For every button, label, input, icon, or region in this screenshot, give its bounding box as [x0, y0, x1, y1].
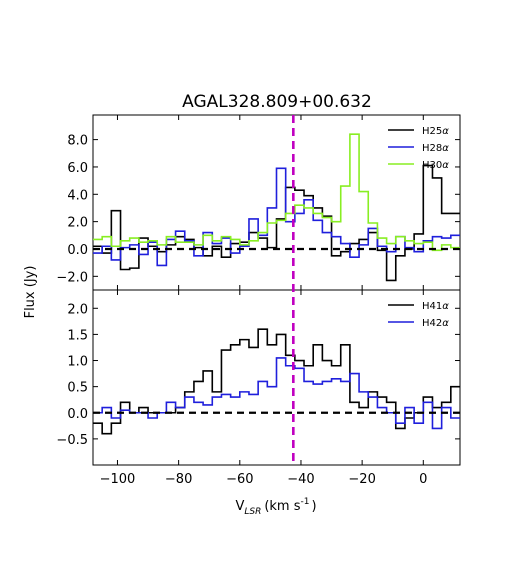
y-axis-label: Flux (Jy) [23, 266, 38, 319]
y-tick-label-top: −2.0 [56, 270, 88, 285]
series-line-top-2 [93, 167, 460, 267]
x-tick-label: −40 [287, 472, 314, 487]
y-tick-label-bottom: 2.0 [67, 302, 88, 317]
legend-label-top-2: H28α [422, 143, 449, 154]
axes-layer: −2.0 0.0 2.0 4.0 6.0 8.0 −0.5 0.0 0.5 1.0 1.5 2.0 −1… [56, 115, 460, 487]
legend-label-top-1: H25α [422, 126, 449, 137]
y-tick-label-top: 6.0 [67, 161, 88, 176]
y-tick-label-top: 0.0 [67, 243, 88, 258]
series-layer [93, 133, 460, 435]
overlay-layer [93, 115, 460, 465]
x-axis-label-close: ) [311, 499, 316, 514]
x-tick-label: −20 [348, 472, 375, 487]
y-tick-label-bottom: 1.0 [67, 355, 88, 370]
x-axis-label-sup: -1 [301, 497, 310, 507]
legend-layer: H25α H28α H30α H41α H42α [388, 126, 449, 329]
y-tick-label-bottom: 1.5 [67, 328, 88, 343]
y-tick-label-top: 8.0 [67, 134, 88, 149]
y-tick-label-bottom: −0.5 [56, 433, 88, 448]
x-axis-label-sub: LSR [244, 507, 261, 517]
x-axis-label-unit: (km s [264, 499, 300, 514]
series-line-top-1 [93, 164, 460, 282]
series-line-top-3 [93, 133, 460, 252]
plot-frame-bottom [92, 289, 461, 466]
x-tick-label: −80 [165, 472, 192, 487]
y-tick-label-top: 2.0 [67, 216, 88, 231]
y-tick-label-bottom: 0.5 [67, 381, 88, 396]
plot-frames [92, 114, 461, 466]
legend-label-bottom-1: H41α [422, 301, 449, 312]
x-tick-label: −100 [100, 472, 136, 487]
y-tick-label-bottom: 0.0 [67, 407, 88, 422]
x-axis-label: VLSR (km s-1) [235, 497, 316, 517]
x-axis-label-main: V [235, 499, 244, 514]
x-tick-label: −60 [226, 472, 253, 487]
legend-label-bottom-2: H42α [422, 318, 449, 329]
legend-label-top-3: H30α [422, 160, 449, 171]
y-tick-label-top: 4.0 [67, 188, 88, 203]
x-tick-label: 0 [419, 472, 427, 487]
chart-title: AGAL328.809+00.632 [182, 92, 372, 112]
